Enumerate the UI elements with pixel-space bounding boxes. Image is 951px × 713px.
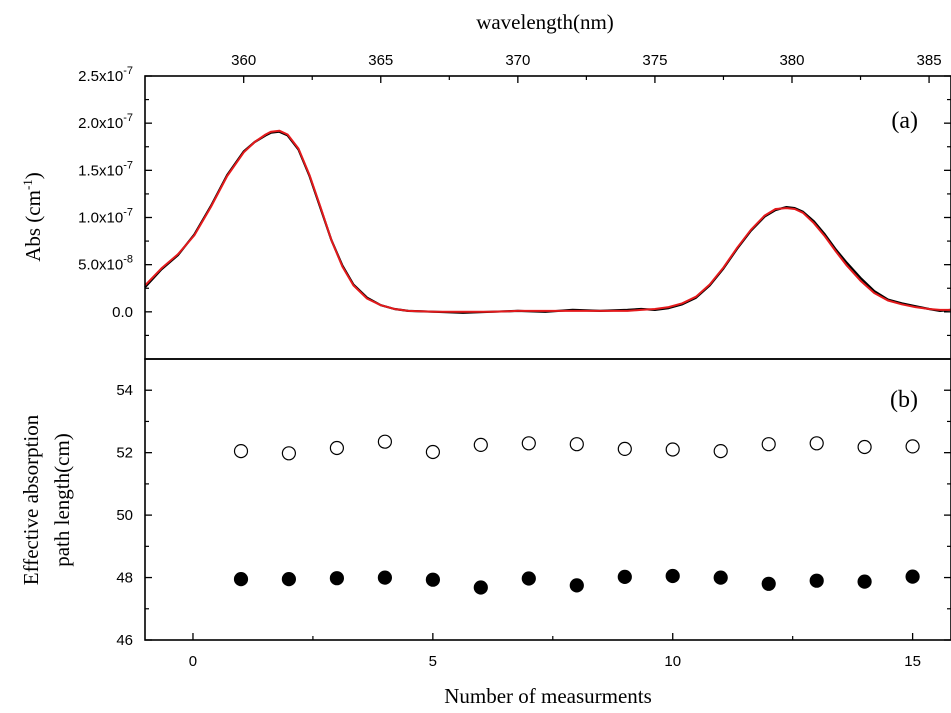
panel-b-y-tick-labels: 46 48 50 52 54 — [116, 382, 133, 649]
panel-a-y-tick-label: 5.0x10-8 — [78, 254, 133, 274]
panel-a-top-tick-label: 375 — [642, 52, 667, 69]
open-marker-point — [713, 444, 728, 459]
filled-marker-point — [569, 578, 584, 593]
panel-b-x-tick-label: 0 — [189, 653, 197, 670]
open-marker-point — [329, 440, 344, 456]
panel-b-y-axis-title-line2: path length(cm) — [50, 433, 74, 567]
open-marker-point — [617, 441, 632, 456]
panel-a-label: (a) — [891, 108, 918, 134]
panel-a: 360 365 370 375 380 385 0.0 5.0x10-8 1.0x10-7 1.… — [20, 10, 951, 360]
filled-marker-point — [233, 571, 249, 587]
filled-marker-point — [521, 571, 536, 586]
panel-a-top-tick-label: 385 — [917, 52, 942, 69]
panel-b-series — [233, 434, 920, 595]
panel-a-top-tick-label: 365 — [368, 52, 393, 69]
open-marker-point — [281, 446, 296, 461]
open-marker-point — [809, 436, 824, 451]
open-marker-point — [425, 444, 440, 460]
panel-b-x-tick-label: 10 — [664, 653, 681, 670]
panel-a-top-tick-labels: 360 365 370 375 380 385 — [231, 52, 941, 69]
panel-a-frame — [144, 75, 951, 360]
open-marker-point — [377, 434, 392, 449]
panel-a-y-tick-label: 2.0x10-7 — [78, 112, 133, 132]
filled-marker-point — [425, 572, 440, 587]
filled-marker-point — [281, 571, 296, 587]
panel-b-x-tick-label: 15 — [904, 653, 921, 670]
filled-marker-point — [665, 568, 680, 584]
panel-a-top-tick-label: 370 — [505, 52, 530, 69]
panel-b-y-tick-label: 54 — [116, 382, 133, 399]
filled-marker-point — [857, 574, 872, 589]
panel-a-series — [144, 129, 951, 314]
open-marker-point — [665, 442, 680, 457]
panel-a-top-tick-label: 360 — [231, 52, 256, 69]
panel-b-x-axis-title: Number of measurments — [444, 684, 652, 708]
open-marker-point — [857, 439, 872, 455]
panel-b-ticks — [145, 389, 951, 641]
panel-a-y-tick-label: 1.0x10-7 — [78, 207, 133, 227]
open-marker-point — [761, 437, 776, 452]
panel-b-y-tick-label: 48 — [116, 570, 133, 587]
filled-marker-point — [473, 580, 488, 595]
panel-a-top-tick-label: 380 — [779, 52, 804, 69]
panel-a-y-tick-label: 0.0 — [112, 304, 133, 321]
filled-marker-point — [809, 573, 824, 588]
open-marker-point — [473, 437, 488, 452]
open-marker-point — [905, 439, 920, 454]
filled-marker-point — [377, 570, 392, 585]
panel-b-y-tick-label: 52 — [116, 445, 133, 462]
panel-b-y-axis-title-line1: Effective absorption — [19, 414, 43, 585]
fitted-spectrum-line — [144, 129, 951, 313]
filled-marker-point — [617, 569, 632, 585]
panel-b-x-tick-label: 5 — [429, 653, 437, 670]
filled-marker-point — [905, 569, 920, 584]
panel-a-y-axis-title: Abs (cm-1) — [20, 172, 45, 262]
panel-a-y-tick-label: 2.5x10-7 — [78, 65, 133, 85]
panel-b-y-tick-label: 46 — [116, 632, 133, 649]
filled-marker-point — [713, 570, 728, 585]
panel-b-frame — [144, 358, 951, 641]
open-marker-point — [233, 444, 249, 459]
panel-b-label: (b) — [890, 387, 918, 413]
panel-a-y-tick-label: 1.5x10-7 — [78, 159, 133, 179]
measured-spectrum-line — [144, 130, 951, 314]
filled-marker-point — [761, 576, 776, 591]
panel-a-ticks — [145, 75, 951, 337]
panel-a-x-axis-title: wavelength(nm) — [476, 10, 614, 34]
open-marker-point — [569, 437, 584, 452]
filled-marker-point — [329, 571, 344, 586]
panel-b-x-tick-labels: 0 5 10 15 — [189, 653, 921, 670]
open-marker-point — [521, 436, 536, 451]
panel-b-y-tick-label: 50 — [116, 507, 133, 524]
panel-a-y-tick-labels: 0.0 5.0x10-8 1.0x10-7 1.5x10-7 2.0x10-7 2.5x1… — [78, 65, 133, 321]
